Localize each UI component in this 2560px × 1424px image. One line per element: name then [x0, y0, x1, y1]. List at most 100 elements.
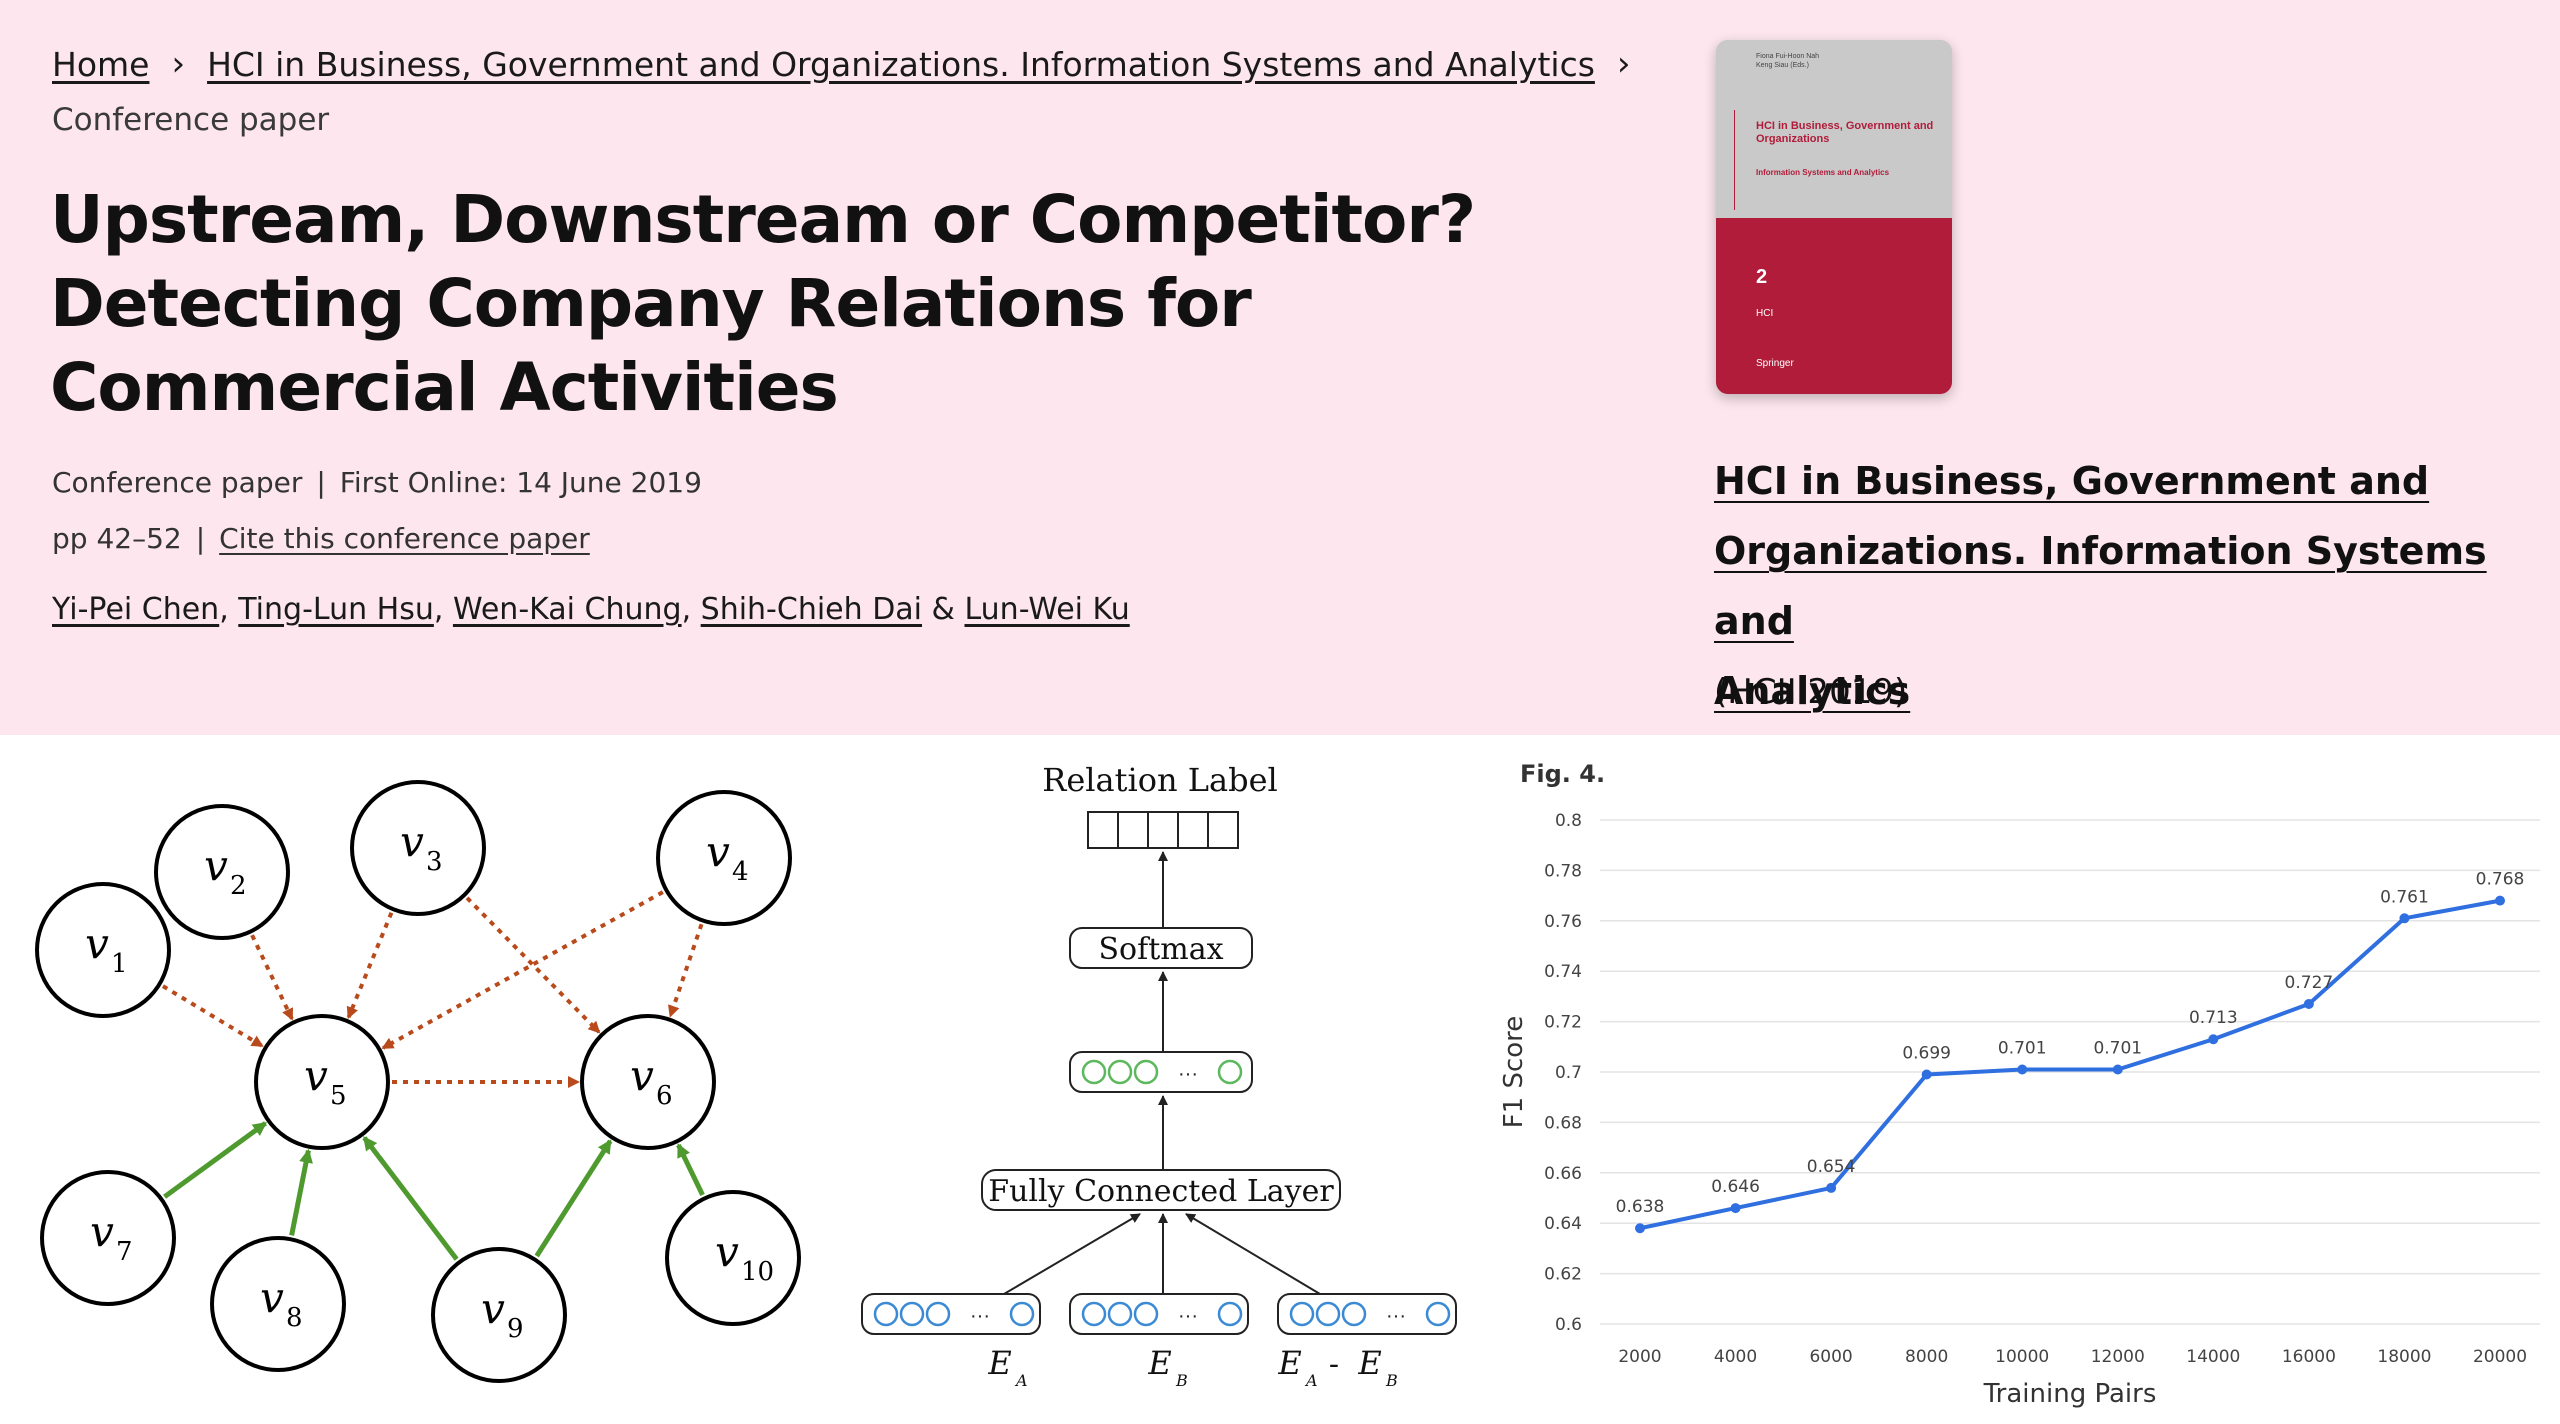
author-separator: ,	[681, 592, 701, 627]
ellipsis: ···	[1386, 1305, 1406, 1327]
node-label: v	[630, 1051, 654, 1100]
cite-paper-link[interactable]: Cite this conference paper	[219, 522, 590, 555]
input-label-main: E	[1147, 1344, 1171, 1382]
node-circle	[154, 804, 290, 940]
page-title: Upstream, Downstream or Competitor? Dete…	[50, 181, 1476, 426]
article-header: Home › HCI in Business, Government and O…	[0, 0, 2560, 735]
data-point	[1730, 1203, 1741, 1214]
data-label: 0.699	[1902, 1044, 1951, 1064]
y-tick-label: 0.64	[1544, 1214, 1582, 1234]
breadcrumb-home-link[interactable]: Home	[52, 44, 150, 84]
cover-rule	[1734, 110, 1743, 210]
data-point	[2303, 998, 2314, 1009]
node-subscript: 2	[230, 871, 247, 901]
input-label-diff: E A - E B	[1277, 1344, 1398, 1390]
y-tick-label: 0.68	[1544, 1113, 1582, 1133]
data-point	[2017, 1064, 2028, 1075]
supplier-edge	[163, 1121, 268, 1199]
supplier-edge	[534, 1139, 613, 1258]
relation-label-text: Relation Label	[1042, 761, 1277, 799]
cover-editors: Fiona Fui-Hoon Nah Keng Siau (Eds.)	[1756, 53, 1820, 69]
data-point	[2495, 895, 2505, 906]
input-label-main: E	[987, 1344, 1011, 1382]
input-unit	[1315, 1301, 1341, 1327]
x-tick-label: 4000	[1714, 1347, 1757, 1367]
node-label: v	[90, 1207, 114, 1256]
book-cover-image[interactable]: Fiona Fui-Hoon Nah Keng Siau (Eds.) HCI …	[1716, 40, 1952, 394]
chevron-right-icon: ›	[171, 44, 186, 84]
graph-node-v10: v 10	[665, 1190, 801, 1326]
input-label-sub: A	[1014, 1371, 1028, 1390]
f1-score-chart: Fig. 4. 0.6 0.62 0.64 0.66 0.68 0.7 0.72 0.74 0.…	[1499, 740, 2560, 1419]
architecture-svg: Relation Label Softmax ··· Fully Connect…	[861, 761, 1457, 1390]
author-link[interactable]: Yi-Pei Chen	[52, 592, 220, 627]
breadcrumb-series-link[interactable]: HCI in Business, Government and Organiza…	[207, 44, 1595, 84]
first-online-date: First Online: 14 June 2019	[339, 466, 702, 499]
data-label: 0.701	[1998, 1038, 2047, 1058]
fc-layer-box	[981, 1169, 1341, 1211]
node-circle	[656, 790, 792, 926]
supplier-edge	[676, 1143, 705, 1197]
input-unit	[1289, 1301, 1315, 1327]
input-unit	[1425, 1301, 1451, 1327]
author-link[interactable]: Lun-Wei Ku	[964, 592, 1130, 627]
node-subscript: 8	[286, 1303, 303, 1333]
y-tick-label: 0.62	[1544, 1265, 1582, 1285]
input-unit	[1107, 1301, 1133, 1327]
data-label: 0.638	[1616, 1197, 1665, 1217]
x-tick-label: 6000	[1809, 1347, 1852, 1367]
pages-meta: pp 42–52 | Cite this conference paper	[52, 522, 590, 555]
input-label-sub: B	[1385, 1371, 1398, 1390]
input-unit	[1341, 1301, 1367, 1327]
f1-score-line	[1639, 898, 2501, 1231]
y-tick-label: 0.7	[1555, 1063, 1582, 1083]
input-label-main: E	[1357, 1344, 1381, 1382]
node-label: v	[304, 1051, 328, 1100]
fc-layer-label: Fully Connected Layer	[988, 1174, 1334, 1209]
data-point	[2399, 913, 2410, 924]
author-link[interactable]: Ting-Lun Hsu	[238, 592, 434, 627]
data-label: 0.768	[2476, 870, 2525, 890]
input-label-ea: E A	[987, 1344, 1027, 1390]
y-tick-label: 0.6	[1555, 1315, 1582, 1335]
node-label: v	[400, 817, 424, 866]
supplier-edge	[362, 1136, 459, 1261]
chevron-right-icon: ›	[1616, 44, 1631, 84]
breadcrumb: Home › HCI in Business, Government and O…	[52, 44, 1653, 84]
x-tick-label: 16000	[2282, 1347, 2336, 1367]
figure-label: Fig. 4.	[1520, 760, 1606, 788]
input-vector-ea: ···	[861, 1293, 1041, 1335]
chart-svg: 0.6 0.62 0.64 0.66 0.68 0.7 0.72 0.74 0.76 0.78 0.…	[1499, 811, 2540, 1409]
input-label-sub: B	[1175, 1371, 1188, 1390]
competitor-edge	[668, 923, 704, 1018]
meta-divider: |	[195, 522, 206, 555]
book-title-line: Organizations. Information Systems and	[1714, 529, 2487, 643]
input-vectors: ··· ··· ···	[861, 1293, 1457, 1335]
data-label: 0.646	[1711, 1177, 1760, 1197]
cover-volume-number: 2	[1756, 266, 1768, 288]
node-subscript: 7	[116, 1237, 133, 1267]
node-label: v	[706, 827, 730, 876]
competitor-edge	[161, 984, 264, 1048]
input-label-minus: -	[1319, 1347, 1348, 1382]
input-vector-diff: ···	[1277, 1293, 1457, 1335]
x-tick-label: 18000	[2377, 1347, 2431, 1367]
x-tick-label: 12000	[2091, 1347, 2145, 1367]
author-link[interactable]: Wen-Kai Chung	[452, 592, 682, 627]
book-title-link[interactable]: HCI in Business, Government and Organiza…	[1714, 446, 2534, 726]
hidden-unit	[1081, 1059, 1107, 1085]
input-vector-eb: ···	[1069, 1293, 1249, 1335]
hidden-unit	[1133, 1059, 1159, 1085]
author-link[interactable]: Shih-Chieh Dai	[700, 592, 923, 627]
node-circle	[254, 1014, 390, 1150]
data-label: 0.761	[2380, 887, 2429, 907]
ellipsis: ···	[970, 1305, 990, 1327]
book-title-line: Analytics	[1714, 669, 1911, 713]
node-subscript: 9	[507, 1314, 524, 1344]
competitor-edge	[465, 896, 601, 1034]
content-type-label: Conference paper	[52, 102, 330, 138]
